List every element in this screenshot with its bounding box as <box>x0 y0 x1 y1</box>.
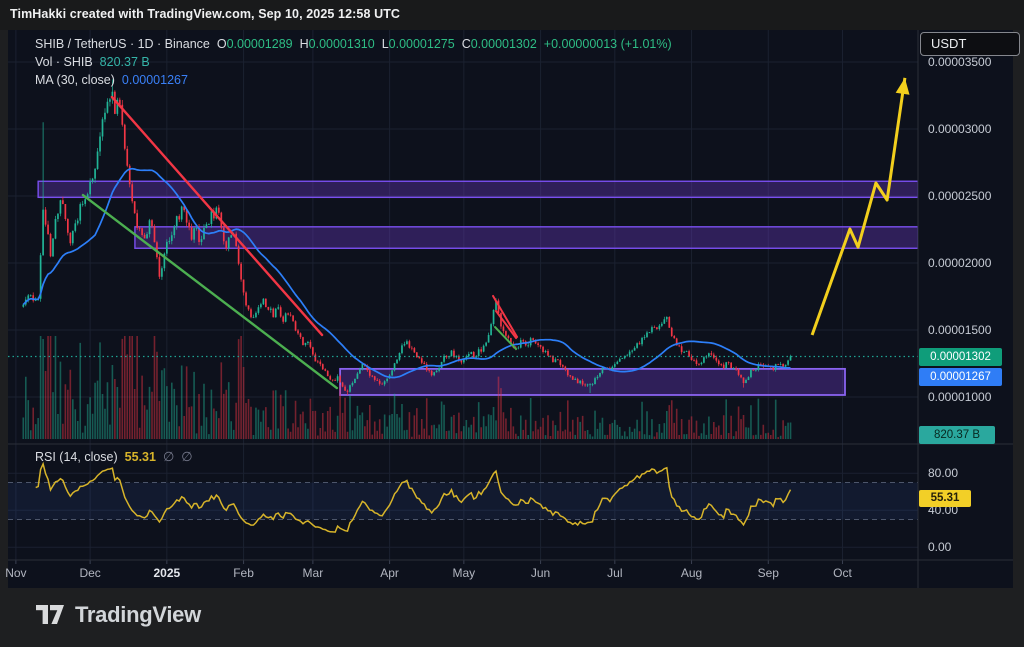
hidden-series-icon[interactable]: ∅ <box>181 449 193 464</box>
ma-price-badge: 0.00001267 <box>919 368 1002 386</box>
volume-value: 820.37 B <box>99 55 150 69</box>
hidden-series-icon[interactable]: ∅ <box>162 449 175 464</box>
volume-label: Vol · SHIB <box>35 55 93 69</box>
yellow-projection-arrow <box>810 77 910 336</box>
time-axis-label-feb: Feb <box>233 566 254 580</box>
ohlc-low: L0.00001275 <box>381 37 455 51</box>
time-axis-label-apr: Apr <box>380 566 399 580</box>
time-axis-label-jul: Jul <box>607 566 623 580</box>
price-axis-label: 0.00001500 <box>928 323 992 337</box>
ohlc-close: C0.00001302 <box>461 37 537 51</box>
time-axis-label-dec: Dec <box>79 566 101 580</box>
rsi-axis-label: 0.00 <box>928 540 952 555</box>
attribution-text: TimHakki created with TradingView.com, S… <box>10 7 401 21</box>
time-axis-label-2025: 2025 <box>153 566 181 580</box>
tradingview-brand: TradingView <box>35 602 201 628</box>
ma-value: 0.00001267 <box>121 73 188 87</box>
time-axis-label-oct: Oct <box>833 566 852 580</box>
tradingview-logo-icon <box>36 604 64 624</box>
price-axis-label: 0.00002500 <box>928 189 992 203</box>
currency-toggle-button[interactable]: USDT <box>920 32 1020 56</box>
rsi-legend-row: RSI (14, close) 55.31 ∅ ∅ <box>35 449 193 465</box>
tradingview-brand-text: TradingView <box>75 602 201 627</box>
page-footer: TradingView <box>0 588 1024 647</box>
ma-label: MA (30, close) <box>35 73 115 87</box>
change-value: +0.00000013 (+1.01%) <box>543 37 672 51</box>
attribution-bar: TimHakki created with TradingView.com, S… <box>0 0 1024 30</box>
volume-legend-row: Vol · SHIB 820.37 B <box>35 55 150 69</box>
time-axis-label-mar: Mar <box>302 566 324 580</box>
price-axis-label: 0.00002000 <box>928 256 992 270</box>
rsi-value: 55.31 <box>124 450 156 464</box>
price-axis-label: 0.00001000 <box>928 390 992 404</box>
price-axis-label: 0.00003000 <box>928 122 992 136</box>
ohlc-open: O0.00001289 <box>216 37 293 51</box>
ohlc-high: H0.00001310 <box>299 37 375 51</box>
time-axis-label-may: May <box>452 566 476 580</box>
time-axis-label-nov: Nov <box>5 566 27 580</box>
main-legend-row: SHIB / TetherUS · 1D · Binance O0.000012… <box>35 37 672 51</box>
chart-widget: SHIB / TetherUS · 1D · Binance O0.000012… <box>5 30 1020 588</box>
price-axis-label: 0.00003500 <box>928 55 992 69</box>
rsi-axis-label: 80.00 <box>928 466 959 481</box>
time-axis-label-jun: Jun <box>530 566 551 580</box>
symbol-title: SHIB / TetherUS · 1D · Binance <box>35 37 210 51</box>
time-axis-label-aug: Aug <box>680 566 703 580</box>
time-axis-label-sep: Sep <box>757 566 779 580</box>
volume-badge: 820.37 B <box>919 426 995 444</box>
price-chart-svg[interactable] <box>8 30 1013 588</box>
rsi-label: RSI (14, close) <box>35 450 118 464</box>
ma-legend-row: MA (30, close) 0.00001267 <box>35 73 188 87</box>
last-price-badge: 0.00001302 <box>919 348 1002 366</box>
rsi-value-badge: 55.31 <box>919 490 971 507</box>
